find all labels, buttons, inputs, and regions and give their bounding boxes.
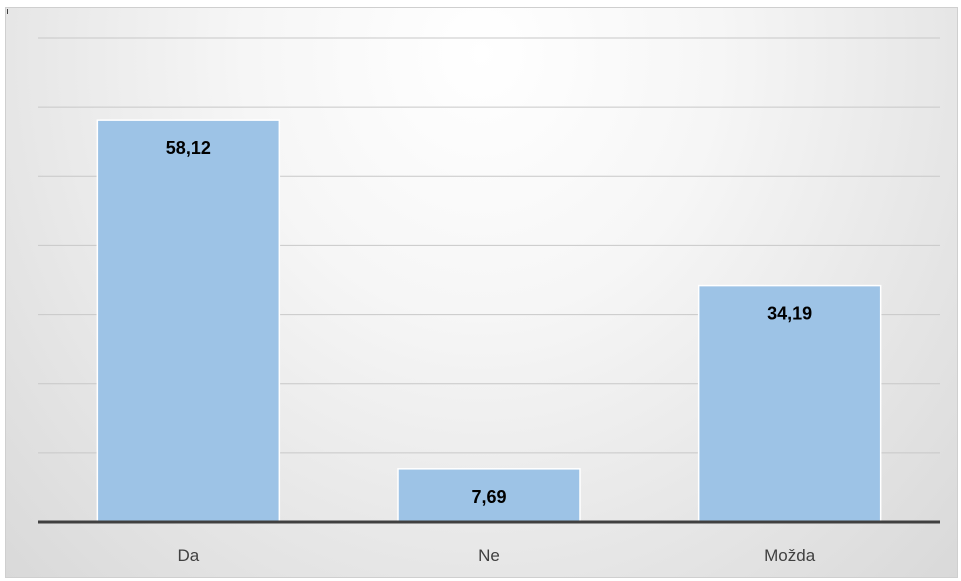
chart-frame: 58,12 7,69 34,19 Da Ne Možda — [5, 7, 958, 578]
corner-tick-mark — [7, 9, 8, 14]
bars — [96, 119, 882, 523]
data-labels: 58,12 7,69 34,19 — [166, 138, 812, 507]
data-label-možda: 34,19 — [767, 304, 812, 324]
category-labels: Da Ne Možda — [177, 546, 815, 565]
data-label-ne: 7,69 — [471, 487, 506, 507]
category-label-ne: Ne — [478, 546, 500, 565]
data-label-da: 58,12 — [166, 138, 211, 158]
category-label-možda: Možda — [764, 546, 816, 565]
category-label-da: Da — [177, 546, 199, 565]
bar-možda — [697, 284, 882, 523]
bar-chart: 58,12 7,69 34,19 Da Ne Možda — [38, 37, 940, 565]
bar-da — [96, 119, 281, 523]
